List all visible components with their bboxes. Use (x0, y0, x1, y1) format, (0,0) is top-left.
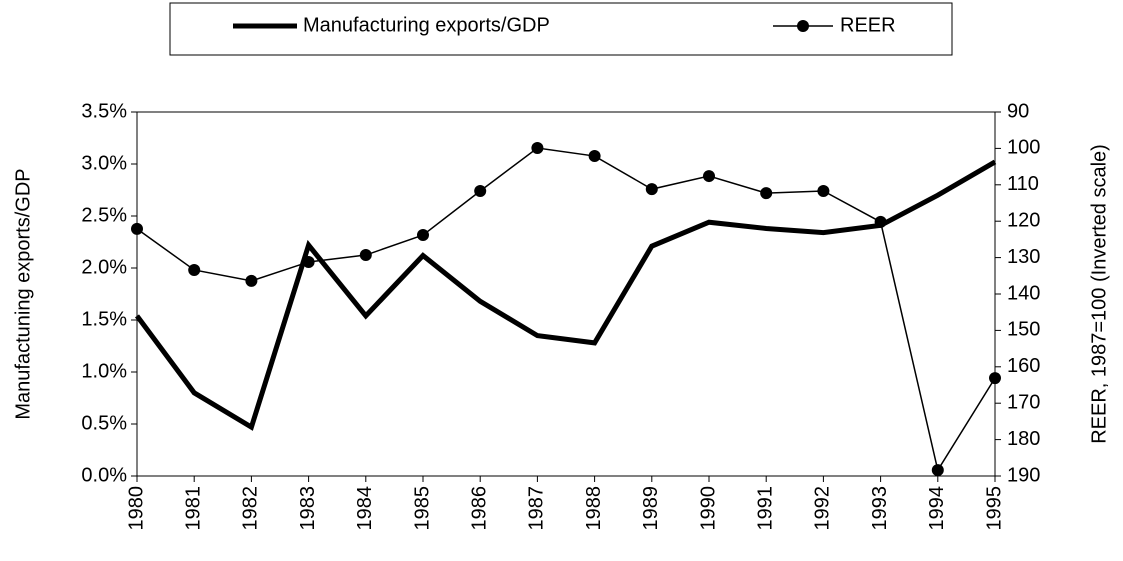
marker (417, 229, 429, 242)
y2-tick-label: 130 (1007, 246, 1040, 268)
y2-tick-label: 150 (1007, 319, 1040, 341)
y-tick-label: 3.5% (81, 100, 127, 122)
legend-marker (797, 20, 809, 32)
y2-tick-label: 120 (1007, 209, 1040, 231)
x-tick-label: 1987 (526, 486, 548, 531)
series-line (134, 159, 997, 431)
y-tick-label: 1.0% (81, 360, 127, 382)
y2-tick-label: 160 (1007, 355, 1040, 377)
marker (588, 150, 601, 163)
x-tick-label: 1983 (297, 486, 319, 531)
marker (188, 263, 201, 276)
y-tick-label: 1.5% (81, 308, 127, 330)
y-axis-label: Manufactuning exports/GDP (12, 168, 34, 419)
x-tick-label: 1980 (125, 486, 147, 531)
legend-box (169, 2, 953, 56)
y-tick-label: 2.0% (81, 256, 127, 278)
y2-tick-label: 110 (1007, 173, 1039, 195)
legend-label: REER (840, 14, 896, 36)
marker (645, 183, 658, 196)
x-tick-label: 1992 (812, 486, 834, 531)
x-tick-label: 1991 (754, 486, 776, 531)
y2-tick-label: 180 (1007, 428, 1040, 450)
marker (531, 142, 544, 155)
y2-tick-label: 90 (1007, 100, 1029, 122)
y2-tick-label: 100 (1007, 137, 1040, 159)
marker (989, 372, 1001, 385)
x-tick-label: 1995 (983, 486, 1005, 531)
y-tick-label: 2.5% (81, 204, 127, 226)
legend-label: Manufacturing exports/GDP (303, 14, 550, 36)
marker (474, 184, 487, 197)
x-tick-label: 1993 (869, 486, 891, 531)
x-tick-label: 1994 (926, 486, 948, 531)
x-tick-label: 1986 (468, 486, 490, 531)
marker (302, 255, 315, 268)
marker (817, 184, 830, 197)
x-tick-label: 1985 (411, 486, 433, 531)
marker (760, 187, 773, 200)
x-tick-label: 1990 (697, 486, 719, 531)
x-tick-label: 1988 (583, 486, 605, 531)
marker (931, 464, 944, 477)
x-tick-label: 1981 (182, 486, 204, 531)
x-tick-label: 1982 (240, 486, 262, 531)
y2-tick-label: 140 (1007, 282, 1040, 304)
series-line (136, 147, 996, 473)
marker (874, 215, 887, 228)
marker (245, 274, 258, 287)
marker (703, 170, 715, 183)
y-tick-label: 3.0% (81, 152, 127, 174)
y2-tick-label: 170 (1007, 391, 1040, 413)
y-tick-label: 0.0% (81, 464, 127, 486)
marker (359, 249, 372, 262)
x-tick-label: 1989 (640, 486, 662, 531)
x-tick-label: 1984 (354, 486, 376, 531)
plot-frame (136, 111, 996, 477)
y2-axis-label: REER, 1987=100 (Inverted scale) (1088, 144, 1110, 444)
y-tick-label: 0.5% (81, 412, 127, 434)
y2-tick-label: 190 (1007, 464, 1040, 486)
marker (131, 222, 143, 235)
